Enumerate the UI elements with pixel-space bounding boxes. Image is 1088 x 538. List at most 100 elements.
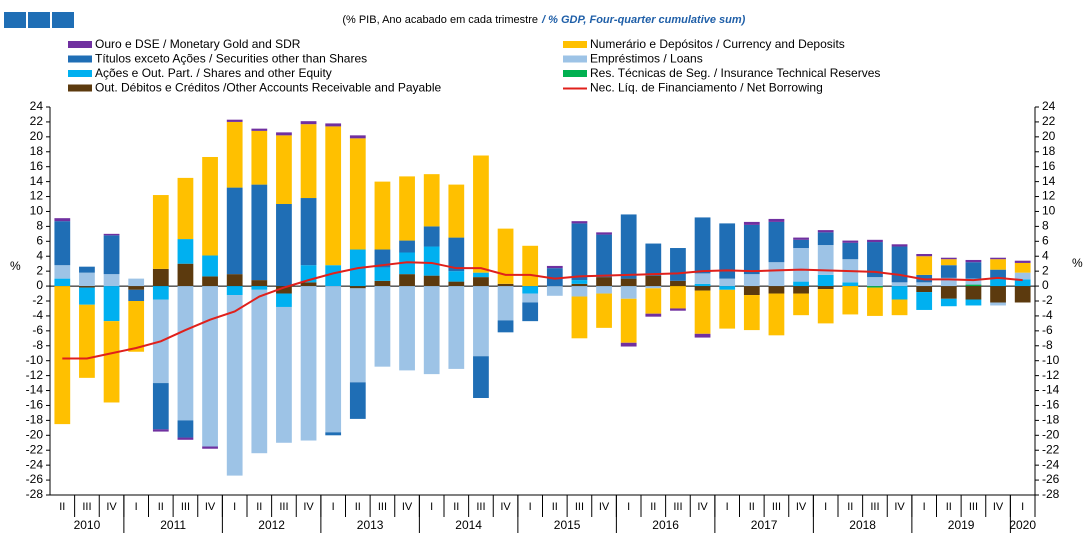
x-tick-label: II (749, 501, 755, 513)
x-tick-label: III (772, 501, 781, 513)
y2-tick-label: -12 (1042, 368, 1060, 382)
y-tick-label: 2 (36, 263, 43, 277)
y2-tick-label: 10 (1042, 204, 1056, 218)
bar-segment (79, 266, 95, 273)
bar-segment (842, 242, 859, 260)
bar-segment (990, 302, 1006, 306)
bar-segment (103, 274, 120, 287)
y2-tick-label: 2 (1042, 263, 1049, 277)
legend-label: Numerário e Depósitos / Currency and Dep… (590, 37, 845, 51)
x-tick-label: III (673, 501, 682, 513)
bar-segment (522, 245, 539, 287)
bar-segment (276, 132, 292, 136)
bar-segment (325, 265, 342, 287)
x-tick-label: II (453, 501, 459, 513)
bar-segment (349, 286, 366, 289)
bar-segment (571, 283, 588, 287)
x-tick-label: IV (894, 501, 905, 513)
bar-segment (571, 221, 588, 224)
bar-segment (940, 259, 957, 266)
bar-segment (891, 286, 908, 300)
y-tick-label: -24 (26, 457, 44, 471)
y2-tick-label: 24 (1042, 99, 1056, 113)
bar-segment (349, 382, 366, 419)
bar-segment (768, 286, 785, 294)
bar-segment (374, 267, 391, 281)
bar-segment (473, 272, 489, 278)
bar-segment (620, 286, 637, 299)
y-tick-label: 14 (30, 174, 44, 188)
y2-tick-label: 18 (1042, 144, 1056, 158)
x-tick-label: I (726, 501, 729, 513)
bar-segment (694, 283, 711, 287)
bar-segment (817, 230, 834, 233)
bar-segment (473, 356, 489, 398)
bar-segment (620, 342, 637, 347)
x-tick-label: III (575, 501, 584, 513)
bar-segment (990, 257, 1006, 260)
bar-segment (842, 240, 859, 243)
legend-swatch (563, 55, 587, 63)
bar-segment (940, 257, 957, 260)
bar-segment (719, 278, 736, 287)
bar-segment (399, 274, 415, 287)
bar-segment (152, 383, 169, 430)
logo-block (4, 12, 26, 28)
bar-segment (694, 286, 711, 291)
x-tick-label: I (332, 501, 335, 513)
bar-segment (152, 195, 169, 269)
y-axis-title: % (10, 259, 21, 273)
year-label: 2016 (652, 518, 679, 532)
x-tick-label: I (627, 501, 630, 513)
year-label: 2014 (455, 518, 482, 532)
bar-segment (694, 273, 711, 284)
bar-segment (448, 281, 465, 287)
bar-segment (177, 263, 194, 287)
x-tick-label: I (430, 501, 433, 513)
bar-segment (670, 248, 686, 281)
bar-segment (620, 298, 637, 343)
y2-tick-label: -6 (1042, 323, 1053, 337)
x-tick-label: I (824, 501, 827, 513)
bar-segment (177, 437, 194, 440)
x-tick-label: I (923, 501, 926, 513)
bar-segment (300, 124, 317, 199)
bar-segment (743, 286, 760, 296)
bar-segment (670, 308, 686, 311)
bar-segment (546, 286, 563, 296)
bar-segment (867, 242, 883, 278)
bar-segment (79, 304, 95, 378)
year-label: 2010 (74, 518, 101, 532)
bar-segment (842, 282, 859, 287)
year-label: 2018 (849, 518, 876, 532)
bar-segment (793, 293, 809, 316)
bar-segment (891, 299, 908, 316)
bar-segment (448, 237, 465, 272)
bar-segment (916, 253, 933, 257)
y-tick-label: -2 (32, 293, 43, 307)
y-tick-label: -22 (26, 442, 44, 456)
bar-segment (423, 226, 440, 247)
bar-segment (497, 283, 514, 287)
bar-segment (152, 286, 169, 300)
y-tick-label: -16 (26, 398, 44, 412)
bar-segment (79, 287, 95, 305)
year-label: 2019 (948, 518, 975, 532)
y-tick-label: 8 (36, 219, 43, 233)
y-tick-label: -26 (26, 472, 44, 486)
bar-segment (596, 234, 612, 278)
bar-segment (226, 121, 243, 188)
bar-segment (645, 243, 662, 276)
bar-segment (842, 286, 859, 315)
bar-segment (54, 278, 71, 287)
x-tick-label: II (256, 501, 262, 513)
legend-swatch (68, 41, 92, 48)
bar-segment (202, 255, 218, 277)
bar-segment (226, 187, 243, 275)
y2-tick-label: -24 (1042, 457, 1060, 471)
bar-segment (276, 293, 292, 307)
bar-segment (79, 272, 95, 287)
x-tick-label: II (552, 501, 558, 513)
bar-segment (768, 218, 785, 222)
